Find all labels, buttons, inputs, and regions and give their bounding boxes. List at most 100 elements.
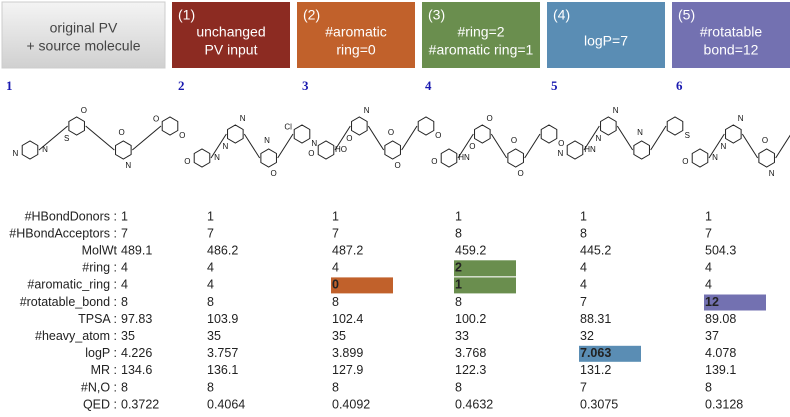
molecule-id: 4	[425, 78, 432, 93]
atom-label: S	[64, 134, 69, 143]
header-text: #rotatable	[700, 24, 762, 40]
atom-label: O	[558, 139, 564, 148]
ring	[474, 124, 491, 144]
atom-label: O	[395, 161, 401, 170]
atom-label: O	[153, 115, 159, 124]
ring	[440, 148, 458, 168]
header-box	[1, 1, 166, 69]
row-label: #HBondAcceptors :	[9, 226, 117, 240]
cell: 8	[207, 380, 214, 394]
atom-label: O	[431, 157, 437, 166]
ring	[633, 140, 650, 160]
row-label: #ring :	[82, 261, 117, 275]
ring	[317, 140, 335, 160]
atom-label: N	[12, 149, 18, 158]
atom-label: O	[518, 169, 524, 178]
cell: 4	[580, 261, 587, 275]
cell: 0.3722	[121, 397, 159, 411]
bond-line	[775, 134, 790, 159]
highlight	[454, 277, 516, 294]
bond-line	[524, 133, 541, 159]
cell: 4	[207, 261, 214, 275]
bond-line	[38, 125, 68, 151]
cell: 0.3128	[705, 397, 743, 411]
cell: 2	[455, 261, 462, 275]
cell: 3.757	[207, 346, 238, 360]
cell: 7.063	[580, 346, 611, 360]
bond-line	[243, 133, 261, 159]
highlight	[454, 260, 516, 277]
atom-label: N	[264, 136, 270, 145]
header-box	[422, 2, 540, 68]
atom-label: O	[81, 106, 87, 115]
atom-label: N	[637, 128, 643, 137]
header-text: unchanged	[196, 24, 265, 40]
header-text: PV input	[205, 42, 258, 58]
cell: 131.2	[580, 363, 611, 377]
bond-line	[583, 125, 600, 151]
molecule-id: 2	[178, 78, 185, 93]
bond-line	[401, 125, 418, 151]
atom-label: N	[125, 161, 131, 170]
bond-line	[708, 133, 725, 159]
header-number: (2)	[303, 7, 320, 23]
bond-line	[132, 125, 162, 151]
cell: 8	[332, 295, 339, 309]
cell: 0.4632	[455, 397, 493, 411]
cell: 4	[705, 278, 712, 292]
header-number: (4)	[553, 7, 570, 23]
cell: 0.3075	[580, 397, 618, 411]
molecule-id: 5	[551, 78, 558, 93]
ring	[260, 148, 277, 168]
header-text: + source molecule	[26, 38, 140, 54]
cell: 1	[580, 209, 587, 223]
cell: 134.6	[121, 363, 152, 377]
cell: 7	[580, 295, 587, 309]
header-text: logP=7	[584, 33, 628, 49]
cell: 37	[705, 329, 719, 343]
header-text: #aromatic	[325, 24, 386, 40]
ring	[507, 148, 524, 168]
atom-label: N	[557, 149, 563, 158]
atom-label: O	[435, 131, 441, 140]
cell: 8	[455, 380, 462, 394]
cell: 0	[332, 278, 339, 292]
header-box	[547, 2, 665, 68]
row-label: TPSA :	[78, 312, 117, 326]
cell: 486.2	[207, 243, 238, 257]
atom-label: HN	[584, 145, 596, 154]
ring	[68, 116, 85, 136]
atom-label: O	[388, 128, 394, 137]
cell: 4	[207, 278, 214, 292]
cell: 1	[332, 209, 339, 223]
cell: 0.4092	[332, 397, 370, 411]
bond-line	[741, 133, 759, 159]
atom-label: O	[486, 114, 492, 123]
cell: 8	[455, 295, 462, 309]
ring	[725, 124, 742, 144]
atom-label: N	[240, 114, 246, 123]
cell: 8	[207, 295, 214, 309]
atom-label: O	[184, 157, 190, 166]
atom-label: O	[762, 136, 768, 145]
header-number: (5)	[678, 7, 695, 23]
cell: 7	[207, 226, 214, 240]
ring	[417, 116, 435, 136]
molecule-drawing: NNOFONN	[682, 114, 790, 178]
cell: 3.768	[455, 346, 486, 360]
header-text: original PV	[50, 20, 118, 36]
atom-label: O	[469, 142, 475, 151]
cell: 12	[705, 295, 719, 309]
atom-label: O	[346, 134, 352, 143]
atom-label: N	[364, 106, 370, 115]
row-label: #rotatable_bond :	[20, 295, 117, 309]
atom-label: O	[179, 131, 185, 140]
cell: 4	[332, 261, 339, 275]
atom-label: HO	[335, 145, 347, 154]
cell: 7	[580, 380, 587, 394]
bond-line	[85, 125, 115, 151]
cell: 504.3	[705, 243, 736, 257]
header-number: (1)	[178, 7, 195, 23]
atom-label: S	[685, 131, 690, 140]
atom-label: O	[682, 157, 688, 166]
